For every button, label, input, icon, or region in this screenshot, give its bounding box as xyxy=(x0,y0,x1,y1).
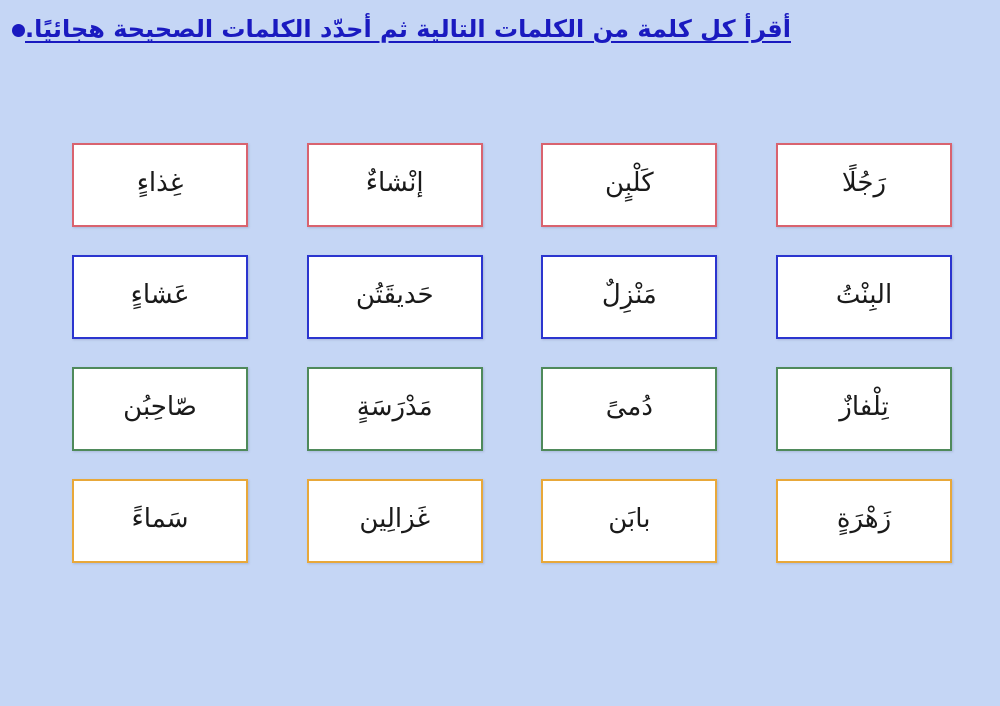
word-card-grid: رَجُلًا كَلْبٍن إنْشاءٌ غِذاءٍ البِنْتُ … xyxy=(72,143,952,563)
word-label: غَزالِين xyxy=(359,504,431,535)
word-label: مَدْرَسَةٍ xyxy=(356,392,433,423)
word-label: البِنْتُ xyxy=(835,280,893,311)
word-label: رَجُلًا xyxy=(841,168,887,199)
word-card[interactable]: حَديقَتُن xyxy=(306,255,483,339)
word-label: عَشاءٍ xyxy=(130,280,190,311)
word-card[interactable]: زَهْرَةٍ xyxy=(776,479,952,563)
word-label: مَنْزِلٌ xyxy=(601,280,657,311)
instruction-banner: أقرأ كل كلمة من الكلمات التالية ثم أحدّد… xyxy=(0,0,1000,47)
word-label: إنْشاءٌ xyxy=(365,168,424,199)
word-card[interactable]: تِلْفازٌ xyxy=(776,367,952,451)
word-label: سَماءً xyxy=(131,504,189,535)
word-label: بابَن xyxy=(608,504,651,535)
word-row-4: زَهْرَةٍ بابَن غَزالِين سَماءً xyxy=(72,479,952,563)
word-card[interactable]: سَماءً xyxy=(72,479,249,563)
word-label: حَديقَتُن xyxy=(355,280,434,311)
word-card[interactable]: صّاحِبُن xyxy=(72,367,249,451)
word-card[interactable]: البِنْتُ xyxy=(776,255,952,339)
word-row-1: رَجُلًا كَلْبٍن إنْشاءٌ غِذاءٍ xyxy=(72,143,952,227)
word-card[interactable]: إنْشاءٌ xyxy=(306,143,483,227)
word-card[interactable]: دُمىً xyxy=(541,367,718,451)
word-label: زَهْرَةٍ xyxy=(836,504,892,535)
word-card[interactable]: غَزالِين xyxy=(306,479,483,563)
word-card[interactable]: كَلْبٍن xyxy=(541,143,718,227)
word-label: دُمىً xyxy=(605,392,653,423)
word-card[interactable]: مَنْزِلٌ xyxy=(541,255,718,339)
word-card[interactable]: بابَن xyxy=(541,479,718,563)
word-card[interactable]: رَجُلًا xyxy=(776,143,952,227)
word-card[interactable]: عَشاءٍ xyxy=(72,255,249,339)
word-label: غِذاءٍ xyxy=(136,168,184,199)
word-label: صّاحِبُن xyxy=(123,392,197,423)
word-row-3: تِلْفازٌ دُمىً مَدْرَسَةٍ صّاحِبُن xyxy=(72,367,952,451)
bullet-point-icon xyxy=(12,24,25,37)
instruction-text: أقرأ كل كلمة من الكلمات التالية ثم أحدّد… xyxy=(25,15,791,43)
word-row-2: البِنْتُ مَنْزِلٌ حَديقَتُن عَشاءٍ xyxy=(72,255,952,339)
word-card[interactable]: غِذاءٍ xyxy=(72,143,249,227)
word-card[interactable]: مَدْرَسَةٍ xyxy=(306,367,483,451)
word-label: تِلْفازٌ xyxy=(839,392,889,423)
word-label: كَلْبٍن xyxy=(605,168,654,199)
